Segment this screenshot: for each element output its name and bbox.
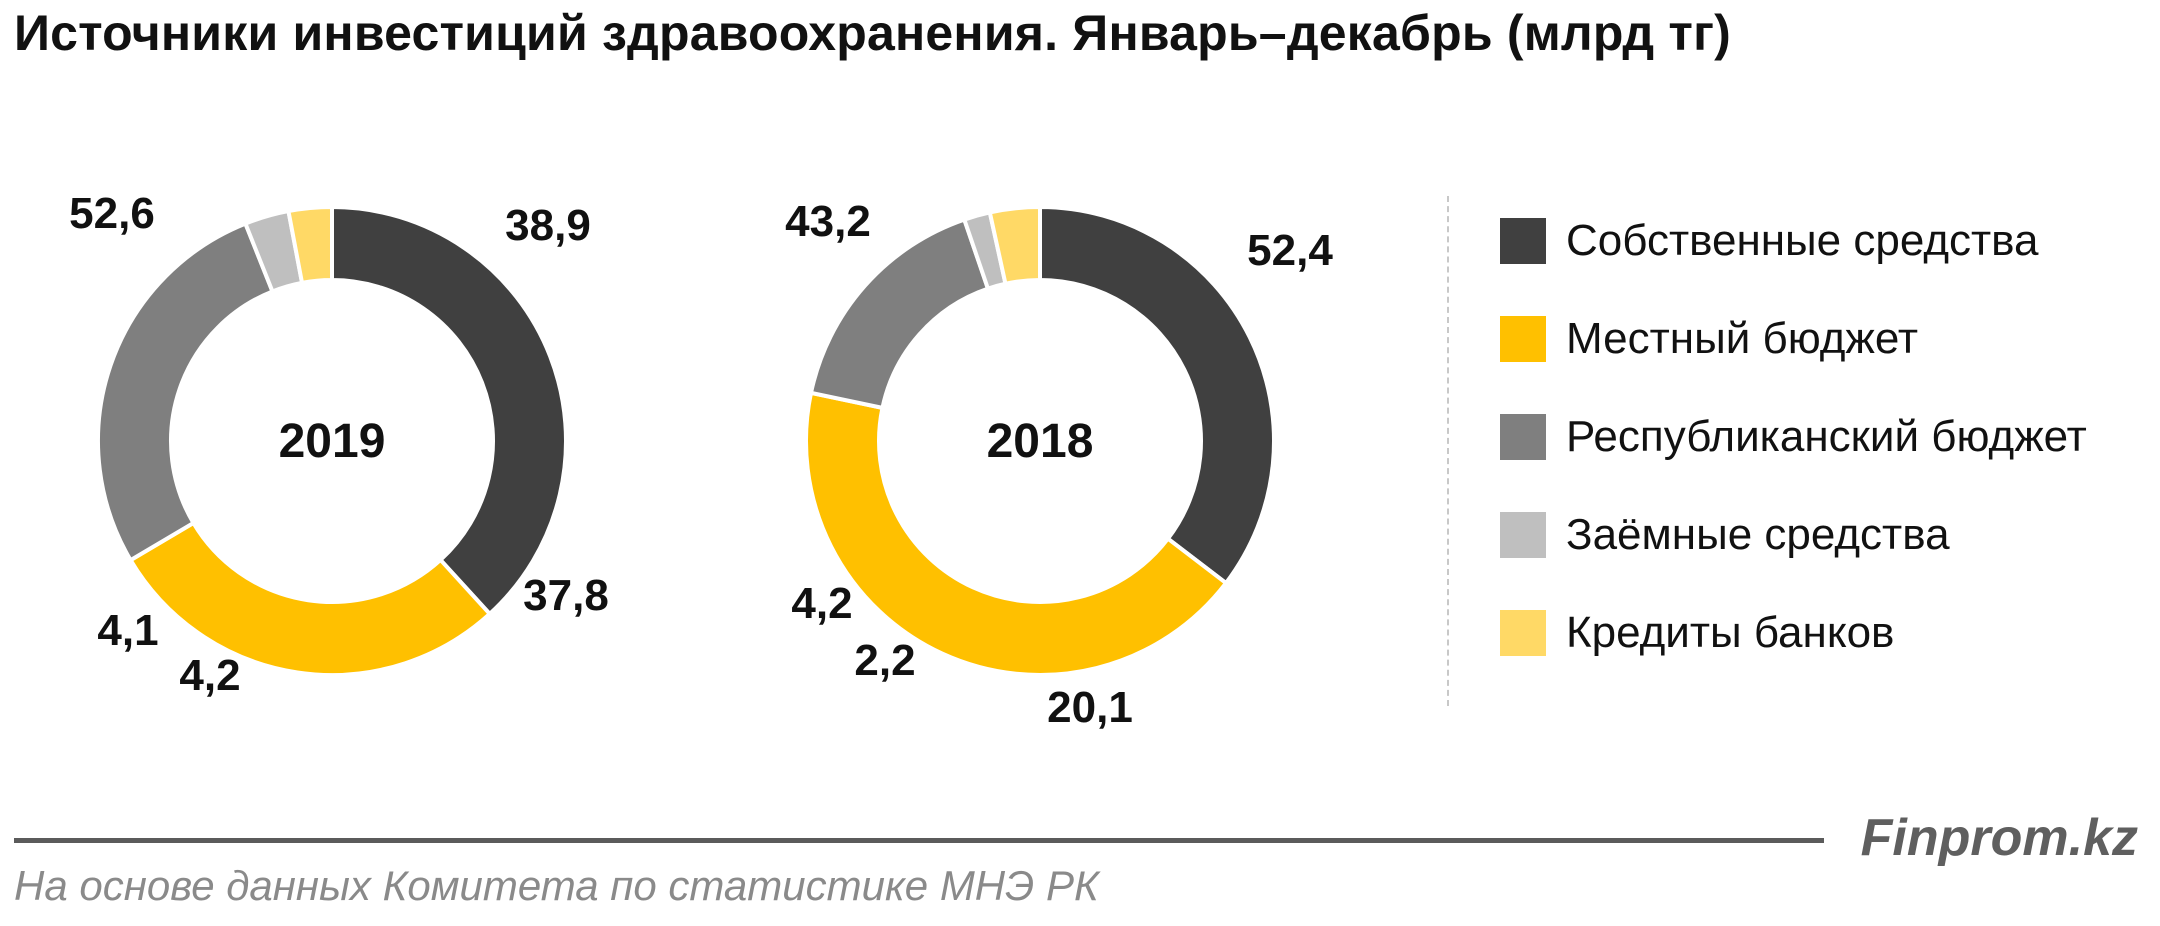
legend-swatch [1500, 218, 1546, 264]
donut-2018: 2018 43,2 52,4 20,1 2,24,2 [785, 197, 1333, 732]
legend-item-local-budget: Местный бюджет [1500, 313, 2087, 365]
data-label-bank-loans: 4,1 [97, 606, 158, 655]
legend-label: Заёмные средства [1566, 510, 1950, 559]
data-label-local-budget: 38,9 [505, 201, 591, 250]
legend-swatch [1500, 316, 1546, 362]
data-label-republican-budget: 20,1 [1047, 683, 1133, 732]
legend-label: Кредиты банков [1566, 608, 1895, 657]
legend-label: Местный бюджет [1566, 314, 1918, 363]
legend-swatch [1500, 512, 1546, 558]
data-label-borrowed-funds: 2,2 [854, 636, 915, 685]
data-label-own-funds: 43,2 [785, 197, 871, 246]
legend-label: Собственные средства [1566, 216, 2039, 265]
chart-title: Источники инвестиций здравоохранения. Ян… [14, 5, 1731, 61]
data-label-local-budget: 52,4 [1247, 226, 1333, 275]
donut-slice-republican-budget [96, 221, 276, 563]
data-label-own-funds: 52,6 [69, 189, 155, 238]
donut-slice-local-budget [804, 390, 1229, 677]
legend-divider [1447, 196, 1449, 706]
legend-label: Республиканский бюджет [1566, 412, 2087, 461]
donut-2019: 2019 52,6 38,9 37,8 4,2 4,1 [69, 189, 609, 700]
legend-swatch [1500, 610, 1546, 656]
legend-item-republican-budget: Республиканский бюджет [1500, 411, 2087, 463]
donut-slice-own-funds [330, 204, 568, 617]
brand-logo[interactable]: Finprom.kz [1860, 809, 2138, 867]
legend-swatch [1500, 414, 1546, 460]
data-label-republican-budget: 37,8 [523, 571, 609, 620]
legend: Собственные средства Местный бюджет Респ… [1500, 215, 2087, 705]
donut-slice-bank-loans [987, 204, 1042, 287]
legend-item-bank-loans: Кредиты банков [1500, 607, 2087, 659]
donut-center-label: 2019 [279, 415, 386, 468]
legend-item-own-funds: Собственные средства [1500, 215, 2087, 267]
donut-slice-local-budget [127, 520, 493, 677]
data-label-bank-loans: 4,2 [791, 579, 852, 628]
donut-center-label: 2018 [987, 415, 1094, 468]
footer-rule [14, 838, 1824, 843]
donut-slice-republican-budget [808, 217, 991, 411]
source-note: На основе данных Комитета по статистике … [14, 862, 1099, 909]
legend-item-borrowed-funds: Заёмные средства [1500, 509, 2087, 561]
data-label-borrowed-funds: 4,2 [179, 651, 240, 700]
donut-slice-own-funds [1038, 204, 1276, 586]
donut-slice-bank-loans [286, 204, 334, 286]
